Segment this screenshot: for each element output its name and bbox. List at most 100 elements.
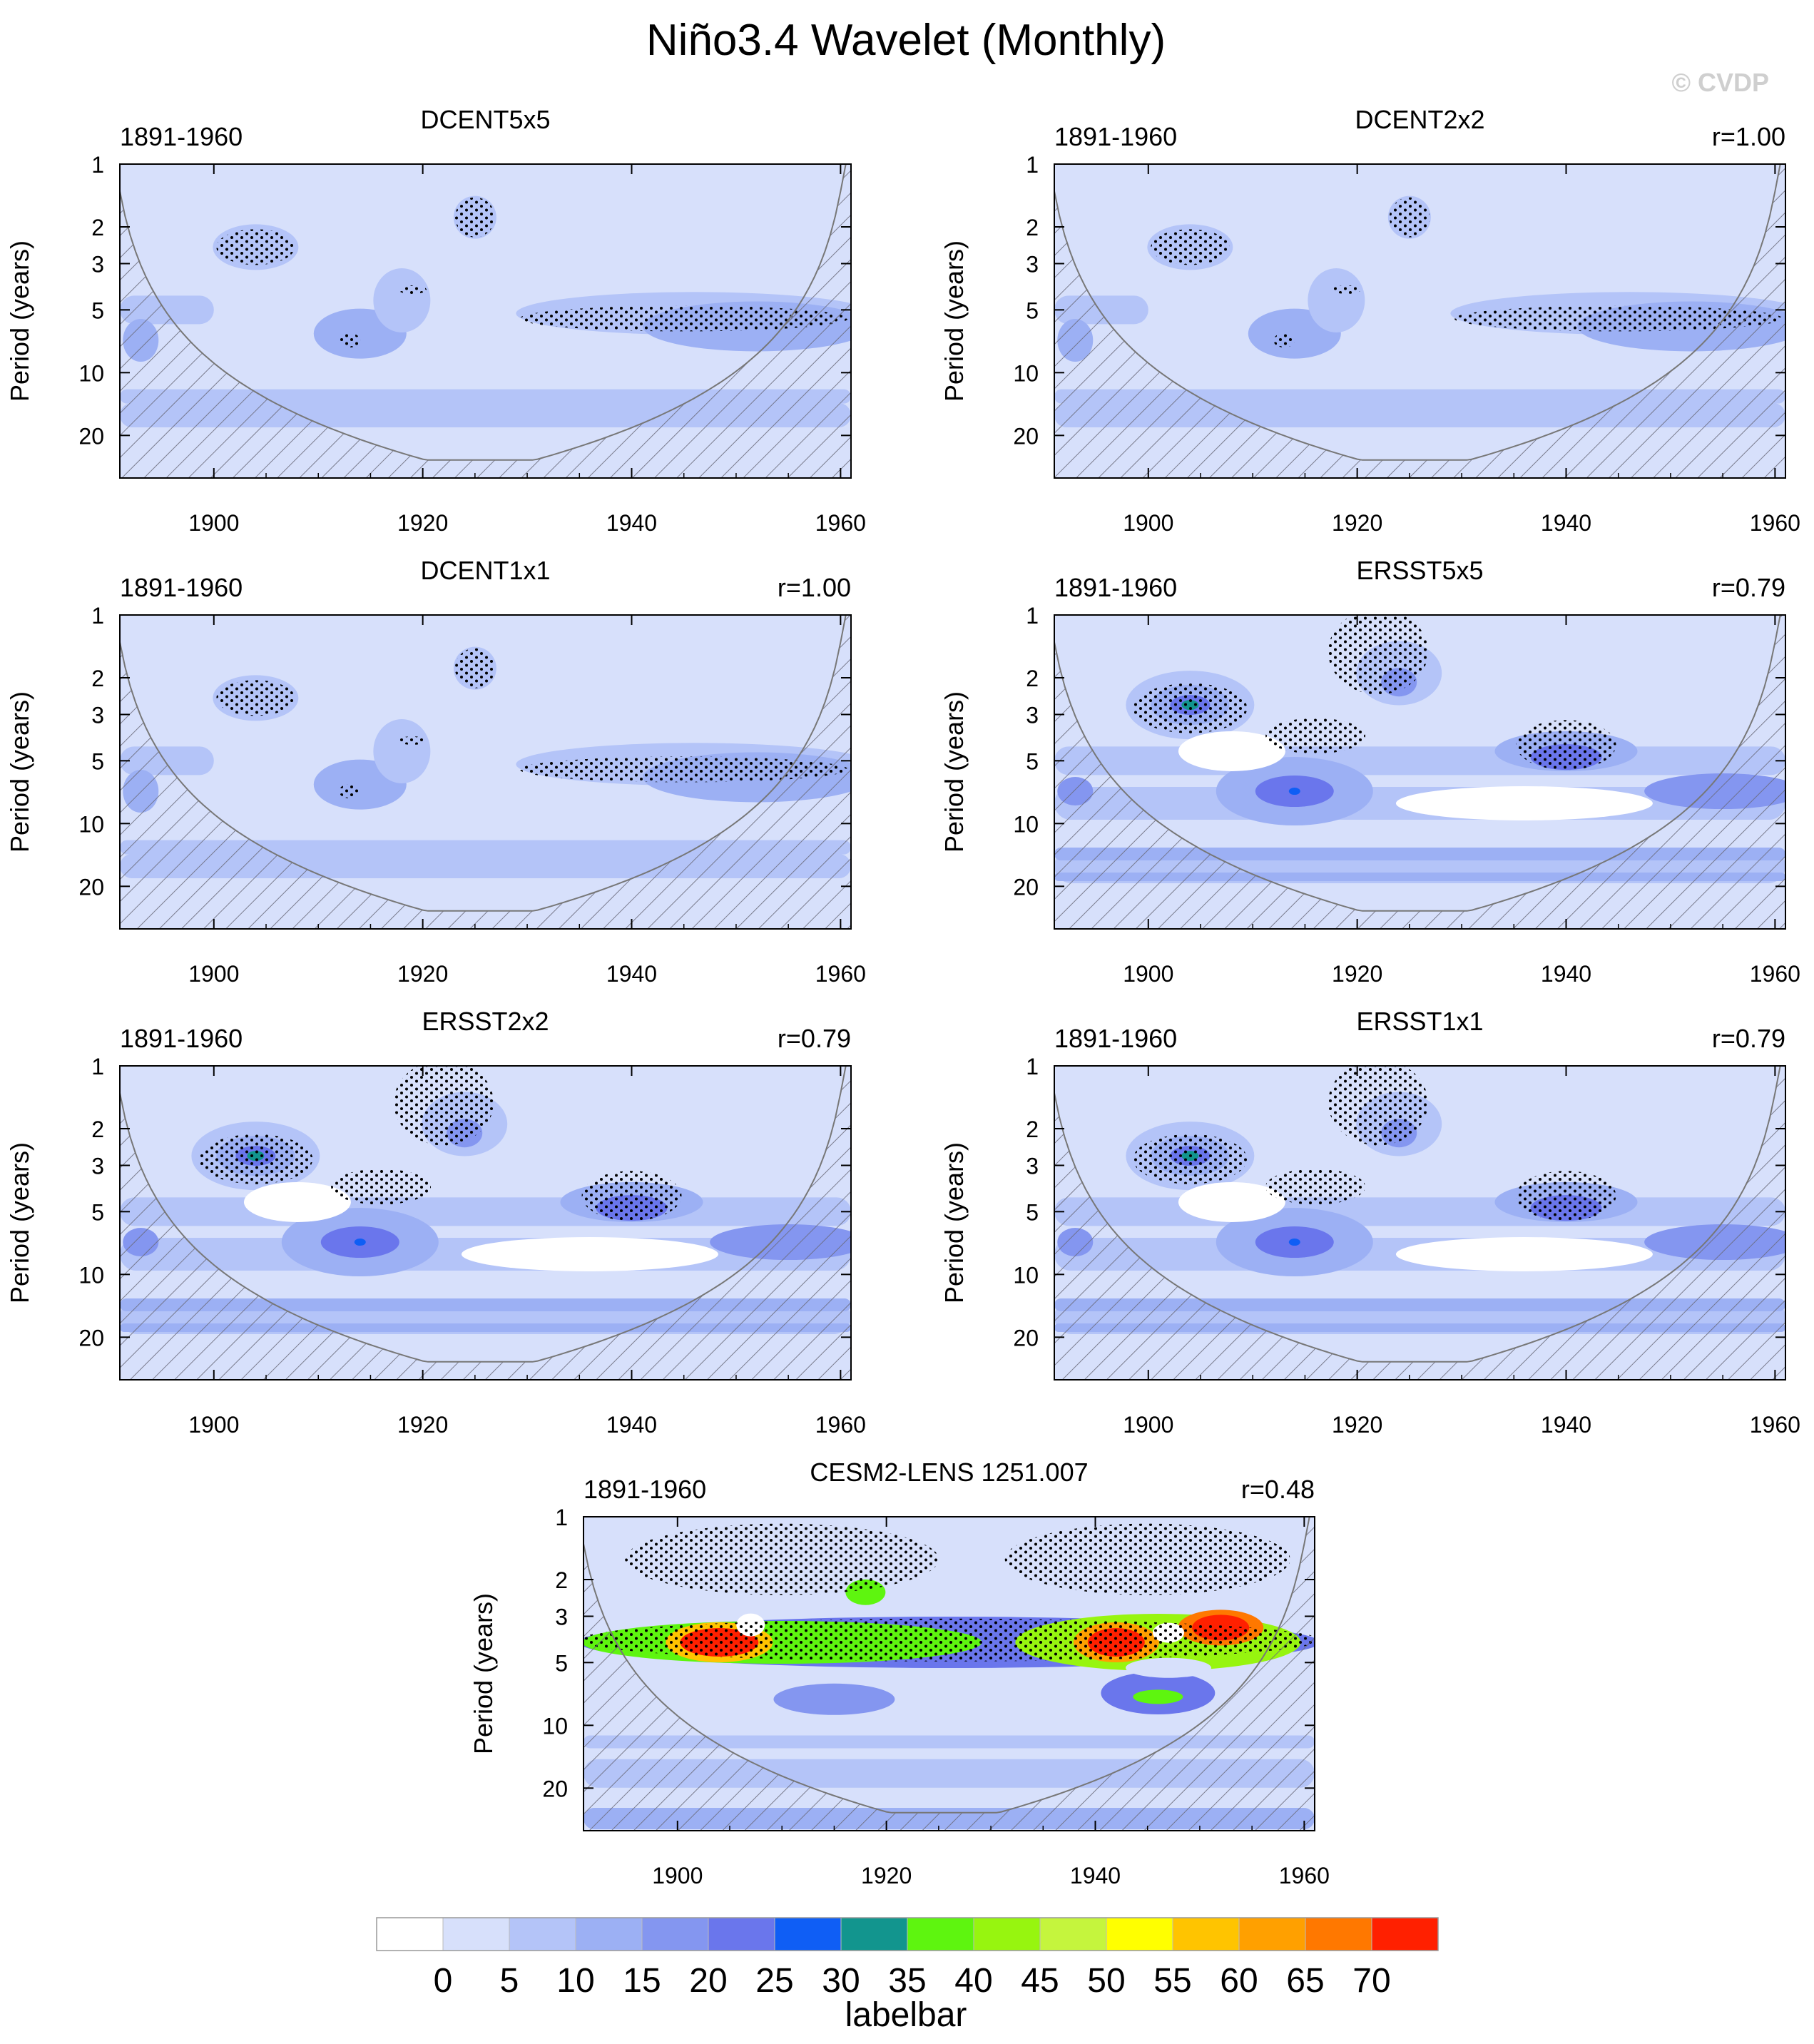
significance-stipple [398, 736, 427, 745]
y-tick-label: 2 [1026, 1117, 1039, 1142]
panel-title: ERSST1x1 [1356, 1007, 1483, 1036]
labelbar-box [1371, 1917, 1439, 1951]
y-tick-label: 20 [1013, 423, 1039, 449]
significance-stipple [519, 756, 848, 783]
power-contour [1178, 731, 1285, 771]
power-contour [1133, 1689, 1183, 1704]
power-band [120, 389, 851, 404]
y-tick-label: 20 [1013, 1325, 1039, 1351]
y-tick-label: 3 [1026, 702, 1039, 728]
labelbar-box [1238, 1917, 1306, 1951]
labelbar-frame [376, 1917, 1439, 1951]
x-tick-label: 1920 [1332, 1412, 1382, 1438]
y-tick-label: 1 [1026, 603, 1039, 629]
x-tick-label: 1920 [397, 510, 448, 536]
significance-stipple [216, 680, 295, 716]
x-tick-label: 1940 [606, 1412, 657, 1438]
power-band [1054, 389, 1785, 404]
y-axis-label: Period (years) [939, 240, 969, 402]
panel-4: 1 2 3 5 10 20 1900 1920 1940 1960 Period (years) ER… [939, 556, 1800, 987]
power-field [120, 164, 851, 478]
significance-stipple [393, 1066, 494, 1146]
period-label: 1891-1960 [120, 122, 243, 151]
labelbar-label: 65 [1286, 1962, 1324, 2000]
x-tick-label: 1940 [606, 510, 657, 536]
labelbar-label: 60 [1220, 1962, 1258, 2000]
power-field [120, 615, 851, 929]
significance-stipple [331, 1169, 432, 1205]
cone-of-influence-line [120, 615, 851, 912]
cone-of-influence [120, 164, 851, 478]
power-contour [1178, 1181, 1285, 1222]
y-tick-label: 1 [91, 1054, 104, 1079]
labelbar-box [708, 1917, 775, 1951]
correlation-label: r=0.48 [1241, 1475, 1315, 1504]
labelbar-label: 70 [1352, 1962, 1390, 2000]
y-axis-label: Period (years) [5, 240, 34, 402]
panel-7: 1 2 3 5 10 20 1900 1920 1940 1960 Period (years) CE… [469, 1458, 1330, 1888]
significance-stipple [1333, 285, 1361, 294]
labelbar-label: 25 [755, 1962, 793, 2000]
significance-stipple [198, 1134, 313, 1184]
significance-stipple [1516, 720, 1616, 771]
cone-of-influence-line [1054, 164, 1785, 461]
y-tick-label: 3 [1026, 251, 1039, 277]
x-tick-label: 1960 [815, 510, 866, 536]
significance-stipple [1273, 333, 1295, 348]
significance-stipple [1328, 615, 1428, 695]
labelbar-label: 40 [954, 1962, 992, 2000]
power-field [584, 1517, 1315, 1831]
labelbar-box [509, 1917, 576, 1951]
labelbar-label: 50 [1087, 1962, 1125, 2000]
panel-3: 1 2 3 5 10 20 1900 1920 1940 1960 Period (years) DC… [5, 556, 866, 987]
significance-stipple [1389, 197, 1430, 238]
x-tick-label: 1900 [1123, 1412, 1173, 1438]
y-tick-label: 10 [78, 360, 104, 386]
x-tick-label: 1920 [397, 961, 448, 987]
significance-stipple [1454, 305, 1783, 332]
period-label: 1891-1960 [584, 1475, 706, 1504]
labelbar-box [907, 1917, 974, 1951]
power-band [1054, 746, 1785, 776]
x-tick-label: 1960 [815, 961, 866, 987]
labelbar-label: 10 [556, 1962, 594, 2000]
plot-frame [583, 1516, 1315, 1831]
correlation-label: r=1.00 [1712, 122, 1785, 151]
labelbar-label: 30 [822, 1962, 860, 2000]
significance-stipple [398, 285, 427, 294]
y-axis-label: Period (years) [939, 691, 969, 853]
correlation-label: r=0.79 [1712, 573, 1785, 602]
labelbar-label: 45 [1021, 1962, 1059, 2000]
labelbar-box [1305, 1917, 1372, 1951]
power-contour [461, 1237, 718, 1271]
significance-stipple [454, 197, 495, 238]
significance-stipple [581, 1171, 682, 1221]
x-tick-label: 1900 [188, 510, 239, 536]
power-contour [1395, 786, 1653, 820]
labelbar-label: 0 [434, 1962, 453, 2000]
labelbar-box [774, 1917, 842, 1951]
x-tick-label: 1900 [1123, 961, 1173, 987]
power-contour [354, 1239, 366, 1246]
panel-title: DCENT5x5 [420, 105, 550, 134]
cone-of-influence [120, 1066, 851, 1380]
x-tick-label: 1940 [1541, 1412, 1591, 1438]
y-tick-label: 1 [1026, 152, 1039, 178]
x-tick-label: 1920 [1332, 961, 1382, 987]
significance-stipple [1265, 718, 1366, 754]
x-tick-label: 1900 [188, 961, 239, 987]
power-band [120, 1298, 851, 1312]
y-tick-label: 1 [91, 152, 104, 178]
cone-of-influence-line [1054, 1066, 1785, 1363]
x-tick-label: 1920 [861, 1863, 912, 1888]
panel-title: ERSST2x2 [422, 1007, 549, 1036]
cone-of-influence-line [120, 1066, 851, 1363]
power-contour [373, 718, 431, 783]
x-tick-label: 1920 [397, 1412, 448, 1438]
period-label: 1891-1960 [1054, 573, 1177, 602]
panel-title: CESM2-LENS 1251.007 [810, 1458, 1088, 1487]
cone-of-influence [120, 615, 851, 929]
panels: 1 2 3 5 10 20 1900 1920 1940 1960 Period (years) DC… [5, 105, 1800, 1888]
power-band [120, 840, 851, 855]
significance-stipple [584, 1618, 1315, 1662]
